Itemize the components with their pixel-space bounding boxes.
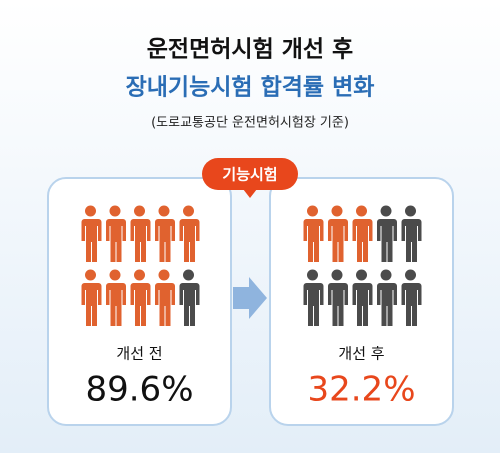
- body: [106, 283, 126, 326]
- person-icon: [303, 269, 324, 326]
- subtitle: (도로교통공단 운전면허시험장 기준): [151, 116, 349, 131]
- person-icon: [106, 205, 126, 262]
- head: [307, 269, 318, 281]
- person-icon: [401, 269, 422, 326]
- head: [109, 269, 121, 281]
- person-icon: [106, 269, 126, 326]
- person-icon: [352, 269, 373, 326]
- person-icon: [401, 205, 422, 262]
- body: [155, 219, 175, 262]
- head: [183, 269, 194, 281]
- badge: [202, 158, 298, 190]
- head: [158, 269, 170, 281]
- value-label: 89.6%: [85, 370, 193, 410]
- body: [352, 283, 373, 326]
- arrow: [233, 277, 267, 319]
- body: [377, 219, 397, 262]
- person-icon: [328, 205, 348, 262]
- head: [356, 269, 367, 281]
- body: [106, 219, 126, 262]
- body: [352, 219, 373, 262]
- body: [303, 219, 324, 262]
- body: [130, 283, 151, 326]
- category-label: 개선 전: [116, 345, 162, 363]
- person-icon: [377, 205, 397, 262]
- body: [155, 283, 175, 326]
- head: [85, 205, 96, 217]
- head: [380, 269, 392, 281]
- body: [303, 283, 324, 326]
- person-icon: [155, 269, 175, 326]
- body: [81, 219, 102, 262]
- person-icon: [81, 205, 102, 262]
- badge-label: 기능시험: [222, 166, 277, 184]
- body: [401, 219, 422, 262]
- person-icon: [179, 269, 200, 326]
- body: [377, 283, 397, 326]
- person-icon: [130, 269, 151, 326]
- head: [331, 205, 343, 217]
- head: [134, 205, 145, 217]
- body: [328, 219, 348, 262]
- body: [179, 219, 200, 262]
- body: [130, 219, 151, 262]
- body: [328, 283, 348, 326]
- person-icon: [155, 205, 175, 262]
- head: [331, 269, 343, 281]
- head: [380, 205, 392, 217]
- body: [401, 283, 422, 326]
- head: [134, 269, 145, 281]
- person-icon: [352, 205, 373, 262]
- title-line: 운전면허시험 개선 후: [147, 37, 353, 63]
- head: [405, 205, 416, 217]
- body: [179, 283, 200, 326]
- head: [405, 269, 416, 281]
- title-line: 장내기능시험 합격률 변화: [126, 75, 375, 101]
- head: [109, 205, 121, 217]
- value-label: 32.2%: [307, 370, 415, 410]
- person-icon: [328, 269, 348, 326]
- person-icon: [130, 205, 151, 262]
- head: [356, 205, 367, 217]
- head: [158, 205, 170, 217]
- head: [307, 205, 318, 217]
- person-icon: [81, 269, 102, 326]
- category-label: 개선 후: [338, 345, 384, 363]
- body: [81, 283, 102, 326]
- head: [85, 269, 96, 281]
- person-icon: [377, 269, 397, 326]
- badge-pointer: [243, 189, 257, 198]
- head: [183, 205, 194, 217]
- person-icon: [303, 205, 324, 262]
- person-icon: [179, 205, 200, 262]
